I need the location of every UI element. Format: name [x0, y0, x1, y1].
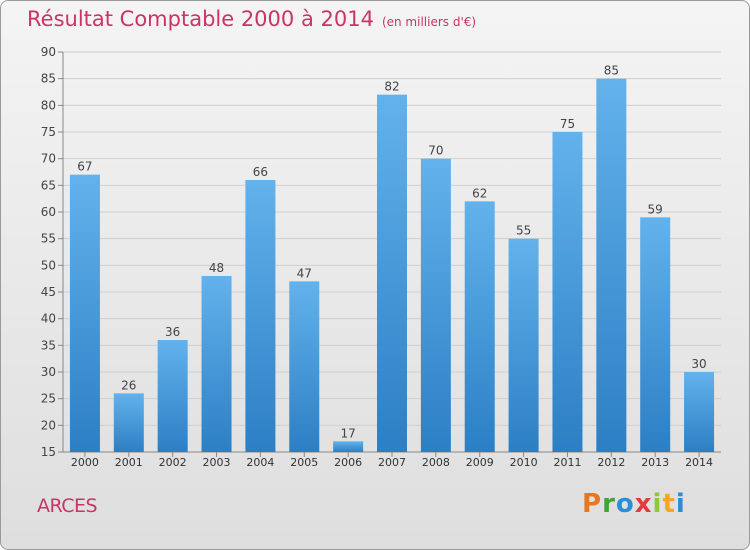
x-tick-label: 2007 [378, 456, 406, 469]
x-tick-label: 2010 [510, 456, 538, 469]
data-label: 26 [121, 378, 136, 392]
y-tick-label: 80 [41, 98, 56, 112]
data-label: 47 [297, 266, 312, 280]
data-label: 82 [384, 80, 399, 94]
x-tick-label: 2011 [553, 456, 581, 469]
data-label: 75 [560, 117, 575, 131]
data-label: 55 [516, 224, 531, 238]
x-tick-label: 2001 [115, 456, 143, 469]
y-tick-label: 25 [41, 392, 56, 406]
data-label: 48 [209, 261, 224, 275]
y-tick-label: 70 [41, 152, 56, 166]
x-tick-label: 2008 [422, 456, 450, 469]
data-label: 70 [428, 144, 443, 158]
x-tick-label: 2014 [685, 456, 713, 469]
data-label: 67 [77, 160, 92, 174]
data-labels: 67 26 36 48 66 47 17 82 70 62 55 75 85 59 30 [77, 64, 706, 441]
proxiti-logo[interactable]: Proxiti [582, 489, 686, 519]
bar [684, 372, 715, 452]
data-label: 30 [691, 357, 706, 371]
logo-letter: x [634, 489, 653, 519]
bar [552, 132, 583, 452]
y-tick-label: 75 [41, 125, 56, 139]
bar [508, 238, 539, 452]
y-tick-label: 15 [41, 445, 56, 459]
logo-letter: P [582, 489, 603, 519]
chart-subtitle: (en milliers d'€) [381, 15, 477, 29]
y-tick-label: 65 [41, 178, 56, 192]
y-tick-label: 35 [41, 338, 56, 352]
bar [420, 158, 451, 452]
data-label: 17 [340, 426, 355, 440]
x-tick-label: 2005 [290, 456, 318, 469]
axes: 15 20 25 30 35 40 45 50 55 60 65 70 75 80 85 90 2000 2001… [41, 45, 721, 469]
logo-letter: i [652, 489, 663, 519]
bar [464, 201, 495, 452]
bar [201, 276, 232, 452]
data-label: 59 [648, 202, 663, 216]
data-label: 36 [165, 325, 180, 339]
x-tick-label: 2000 [71, 456, 99, 469]
y-tick-label: 85 [41, 72, 56, 86]
town-name: ARCES [37, 495, 98, 517]
y-tick-label: 60 [41, 205, 56, 219]
x-tick-label: 2002 [159, 456, 187, 469]
y-tick-label: 55 [41, 232, 56, 246]
x-tick-label: 2012 [597, 456, 625, 469]
x-tick-label: 2003 [203, 456, 231, 469]
x-tick-label: 2013 [641, 456, 669, 469]
chart-title-text: Résultat Comptable 2000 à 2014 [27, 7, 374, 31]
x-tick-label: 2006 [334, 456, 362, 469]
bar [113, 393, 144, 452]
bar [289, 281, 320, 452]
bar [377, 94, 407, 453]
logo-letter: i [675, 489, 686, 519]
y-tick-label: 50 [41, 258, 56, 272]
data-label: 66 [253, 165, 268, 179]
y-tick-label: 90 [41, 45, 56, 59]
bar [333, 441, 364, 452]
chart-title: Résultat Comptable 2000 à 2014 (en millie… [27, 7, 476, 31]
bar [640, 217, 671, 452]
logo-letter: t [662, 489, 676, 519]
x-tick-label: 2009 [466, 456, 494, 469]
y-tick-label: 30 [41, 365, 56, 379]
bar [157, 340, 188, 452]
bar [69, 174, 100, 452]
y-tick-label: 45 [41, 285, 56, 299]
logo-letter: o [615, 489, 635, 519]
data-label: 85 [604, 64, 619, 78]
y-tick-label: 40 [41, 312, 56, 326]
x-tick-label: 2004 [246, 456, 274, 469]
logo-letter: r [602, 489, 616, 519]
bars [69, 78, 715, 453]
bar [596, 78, 627, 453]
y-tick-label: 20 [41, 418, 56, 432]
data-label: 62 [472, 186, 487, 200]
bar [245, 180, 276, 452]
